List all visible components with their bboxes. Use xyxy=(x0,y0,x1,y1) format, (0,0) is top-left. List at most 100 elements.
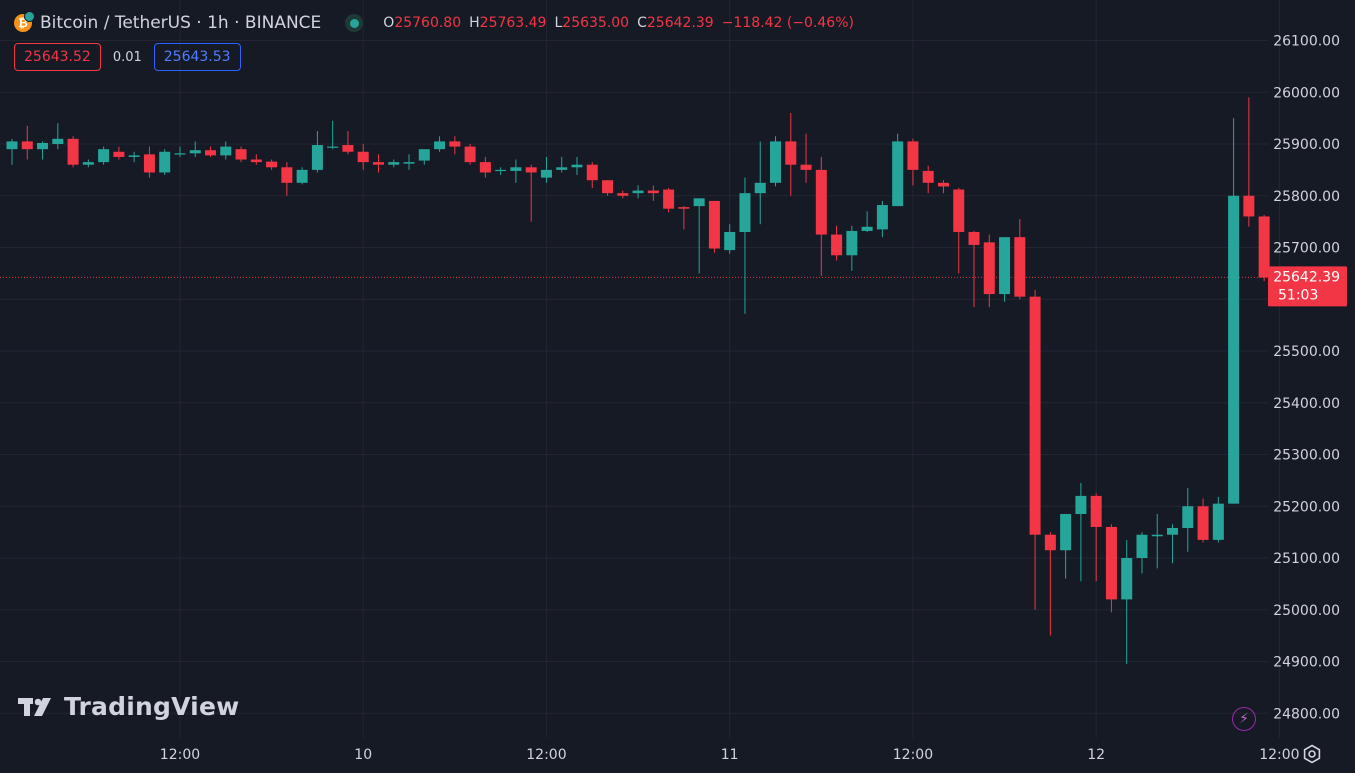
candle xyxy=(281,162,293,196)
x-tick-label: 11 xyxy=(721,747,739,763)
candle xyxy=(602,180,614,196)
candle-body xyxy=(403,162,415,164)
candle xyxy=(82,159,94,168)
candle xyxy=(388,159,400,168)
candle xyxy=(739,177,751,314)
candle xyxy=(1105,524,1117,613)
candle xyxy=(708,200,720,253)
candle xyxy=(678,206,690,230)
candle xyxy=(342,131,354,155)
candle-body xyxy=(1060,514,1072,551)
candle xyxy=(189,141,201,157)
candle xyxy=(1182,488,1194,552)
tradingview-logo[interactable]: TradingView xyxy=(18,692,239,721)
candle xyxy=(266,159,278,170)
candle-body xyxy=(98,149,110,163)
buy-button[interactable]: 25643.53 xyxy=(153,43,241,71)
candle-body xyxy=(159,151,171,173)
candle xyxy=(510,159,522,183)
candle-body xyxy=(540,169,552,178)
candle xyxy=(128,151,140,163)
candle xyxy=(296,167,308,185)
candle-body xyxy=(1136,534,1148,558)
candle xyxy=(327,120,339,150)
y-tick-label: 25200.00 xyxy=(1273,499,1340,515)
candle xyxy=(663,187,675,213)
lightning-icon[interactable]: ⚡ xyxy=(1232,707,1256,731)
candle-body xyxy=(434,141,446,150)
candle xyxy=(113,146,125,160)
candle-body xyxy=(1105,526,1117,600)
candle-body xyxy=(372,162,384,165)
candle xyxy=(1212,496,1224,543)
candle xyxy=(907,138,919,186)
candle xyxy=(159,149,171,176)
candle-body xyxy=(556,167,568,170)
candle-body xyxy=(907,141,919,170)
candle-body xyxy=(1258,216,1270,278)
candle xyxy=(647,185,659,201)
candle-body xyxy=(235,149,247,160)
candle xyxy=(937,180,949,194)
candle-body xyxy=(296,169,308,183)
candle-body xyxy=(327,146,339,148)
candle xyxy=(540,156,552,183)
candle-body xyxy=(1014,237,1026,297)
ohlc-close: C25642.39 xyxy=(637,15,714,31)
x-tick-label: 12:00 xyxy=(160,747,200,763)
candle-body xyxy=(281,167,293,183)
candle-body xyxy=(1228,195,1240,504)
candle-body xyxy=(678,207,690,209)
candle-body xyxy=(174,153,186,155)
candle-body xyxy=(525,167,537,173)
tradingview-logo-icon xyxy=(18,697,51,716)
candle xyxy=(861,211,873,232)
symbol-title[interactable]: Bitcoin / TetherUS · 1h · BINANCE xyxy=(40,13,322,33)
quote-row: 25643.52 0.01 25643.53 xyxy=(14,43,241,71)
candle xyxy=(693,198,705,274)
candle xyxy=(617,190,629,199)
candle xyxy=(586,162,598,188)
candle-body xyxy=(449,141,461,147)
candle-body xyxy=(342,145,354,152)
candle xyxy=(311,131,323,173)
candle xyxy=(1121,539,1133,665)
candle xyxy=(403,154,415,170)
candle xyxy=(1075,482,1087,582)
candle xyxy=(174,146,186,157)
x-tick-label: 12:00 xyxy=(893,747,933,763)
candle-body xyxy=(1090,495,1102,527)
candle-body xyxy=(999,237,1011,295)
candle xyxy=(556,156,568,173)
ohlc-low: L25635.00 xyxy=(554,15,630,31)
y-tick-label: 25500.00 xyxy=(1273,344,1340,360)
candle xyxy=(892,133,904,207)
candle xyxy=(21,125,33,160)
x-tick-label: 12:00 xyxy=(526,747,566,763)
candle xyxy=(250,154,262,165)
y-tick-label: 25000.00 xyxy=(1273,603,1340,619)
candle-body xyxy=(1044,534,1056,551)
candle-body xyxy=(37,142,49,150)
settings-gear-icon[interactable] xyxy=(1301,743,1323,765)
candle xyxy=(1136,532,1148,574)
candle-body xyxy=(937,182,949,187)
candle-body xyxy=(143,154,155,173)
ohlc-open: O25760.80 xyxy=(383,15,462,31)
candle-body xyxy=(1197,506,1209,540)
market-status-icon[interactable] xyxy=(345,14,364,32)
candle-body xyxy=(1151,534,1163,537)
candle xyxy=(770,136,781,187)
candle xyxy=(983,234,995,308)
candle xyxy=(67,136,79,168)
candle xyxy=(724,224,736,254)
candle-body xyxy=(632,190,644,194)
candle xyxy=(1014,219,1026,300)
candle xyxy=(800,133,812,183)
sell-button[interactable]: 25643.52 xyxy=(14,43,101,71)
candle xyxy=(876,200,888,238)
candle-body xyxy=(602,180,614,194)
y-tick-label: 24800.00 xyxy=(1273,706,1340,722)
